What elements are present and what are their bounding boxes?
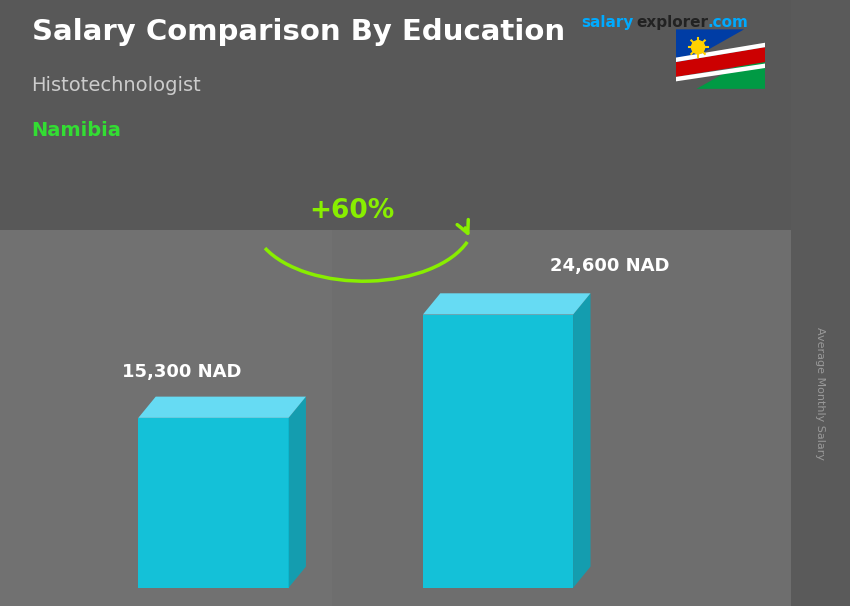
Text: .com: .com bbox=[707, 15, 748, 30]
Polygon shape bbox=[697, 50, 765, 89]
Polygon shape bbox=[139, 396, 306, 418]
Polygon shape bbox=[423, 315, 573, 588]
Polygon shape bbox=[573, 293, 591, 588]
Text: 15,300 NAD: 15,300 NAD bbox=[122, 364, 241, 382]
Polygon shape bbox=[676, 42, 765, 62]
Text: explorer: explorer bbox=[637, 15, 708, 30]
Polygon shape bbox=[676, 47, 765, 77]
Polygon shape bbox=[0, 230, 332, 606]
Text: +60%: +60% bbox=[309, 199, 394, 224]
Circle shape bbox=[692, 41, 705, 54]
Polygon shape bbox=[676, 29, 744, 68]
Text: 24,600 NAD: 24,600 NAD bbox=[550, 257, 669, 275]
Text: salary: salary bbox=[581, 15, 633, 30]
Polygon shape bbox=[288, 396, 306, 588]
Polygon shape bbox=[0, 0, 790, 230]
Polygon shape bbox=[139, 418, 288, 588]
Polygon shape bbox=[676, 64, 765, 81]
Polygon shape bbox=[423, 293, 591, 315]
Text: Histotechnologist: Histotechnologist bbox=[31, 76, 201, 95]
Text: Namibia: Namibia bbox=[31, 121, 122, 140]
Polygon shape bbox=[0, 230, 790, 606]
Text: Salary Comparison By Education: Salary Comparison By Education bbox=[31, 18, 564, 46]
Text: Average Monthly Salary: Average Monthly Salary bbox=[815, 327, 825, 461]
